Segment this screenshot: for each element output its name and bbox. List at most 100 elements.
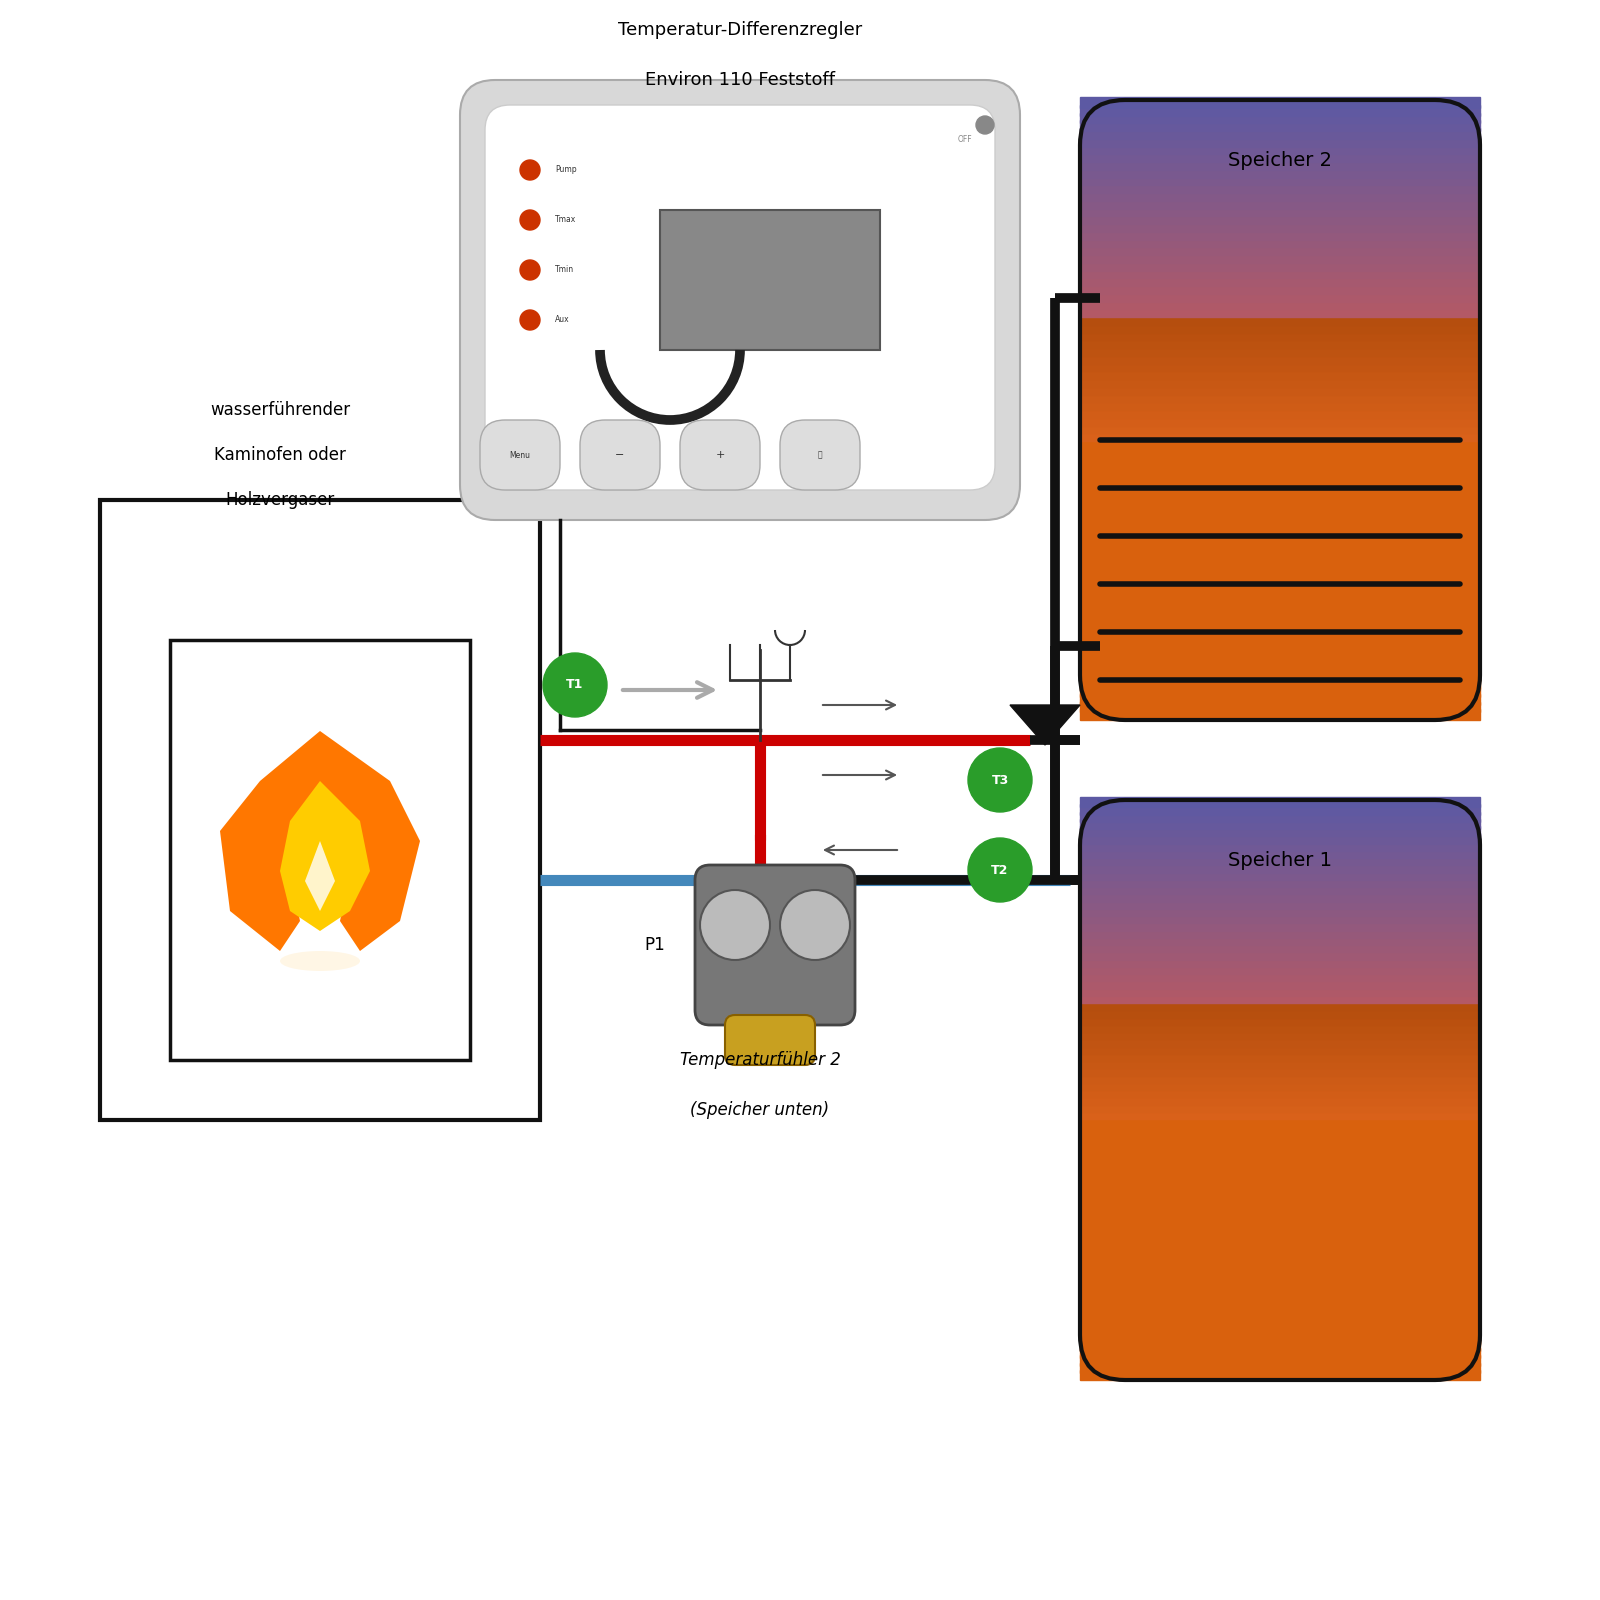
Bar [1080,213,1480,224]
Bar [1080,662,1480,674]
Bar [1080,1261,1480,1272]
Bar [1080,1058,1480,1069]
Bar [1080,1318,1480,1330]
Bar [1080,400,1480,410]
Bar [1080,1008,1480,1018]
Bar [1080,1355,1480,1365]
Bar [1080,586,1480,595]
Bar [1080,949,1480,960]
Bar [1080,438,1480,448]
Bar [1080,942,1480,952]
Bar [1080,1347,1480,1358]
Bar [1080,1333,1480,1344]
Bar [1080,600,1480,611]
Text: Menu: Menu [509,451,531,459]
Bar [1080,848,1480,858]
Bar [1080,1080,1480,1090]
Bar [1080,174,1480,186]
Bar [1080,1304,1480,1315]
Bar [1080,461,1480,472]
Circle shape [976,117,994,134]
Bar [1080,854,1480,866]
Bar [1080,883,1480,894]
Bar [1080,259,1480,270]
Bar [1080,283,1480,294]
Bar [1080,678,1480,690]
Bar [1080,1152,1480,1163]
Bar [1080,414,1480,426]
Bar [1080,368,1480,379]
Bar [1080,120,1480,131]
Bar [1080,166,1480,178]
Bar [1080,971,1480,981]
Bar [1080,1210,1480,1221]
Bar [1080,221,1480,232]
Bar [1080,299,1480,309]
Bar [1080,251,1480,262]
Bar [1080,422,1480,434]
Bar [1080,840,1480,851]
Ellipse shape [280,950,360,971]
Bar [1080,493,1480,502]
Bar [1080,190,1480,200]
Bar [1080,570,1480,581]
Text: Holzvergaser: Holzvergaser [226,491,334,509]
Polygon shape [280,781,370,931]
FancyBboxPatch shape [680,419,760,490]
Bar [1080,877,1480,886]
Bar [1080,384,1480,395]
Text: Speicher 2: Speicher 2 [1229,150,1331,170]
Circle shape [520,210,541,230]
FancyBboxPatch shape [485,106,995,490]
Bar [1080,182,1480,194]
Bar [1080,1370,1480,1379]
Bar [1080,98,1480,107]
Bar [1080,1224,1480,1235]
Bar [1080,934,1480,946]
Text: OFF: OFF [958,136,973,144]
Polygon shape [306,842,334,910]
Bar [1080,291,1480,301]
Text: T3: T3 [992,773,1008,787]
Circle shape [520,160,541,179]
Bar [170,640,470,1059]
Bar [1080,1283,1480,1293]
Bar [1080,986,1480,995]
Bar [1080,1051,1480,1061]
Bar [1080,694,1480,704]
Bar [1080,338,1480,349]
Bar [1080,1240,1480,1250]
Bar [1080,1181,1480,1192]
Bar [1080,869,1480,880]
Bar [1080,928,1480,938]
Bar [1080,1138,1480,1149]
Bar [1080,1166,1480,1178]
Bar [1080,469,1480,480]
Circle shape [542,653,606,717]
Bar [1080,1203,1480,1213]
Bar [1080,670,1480,682]
Bar [1080,1101,1480,1112]
Bar [1080,957,1480,966]
Bar [1080,654,1480,666]
Text: Speicher 1: Speicher 1 [1229,851,1331,869]
Bar [661,210,880,350]
Bar [1080,1037,1480,1046]
Bar [1080,648,1480,658]
Bar [1080,515,1480,526]
Bar [1080,392,1480,402]
Bar [1080,306,1480,317]
Bar [1080,862,1480,872]
Bar [1080,1232,1480,1242]
Bar [1080,1086,1480,1098]
Bar [1080,229,1480,240]
Bar [1080,554,1480,565]
Bar [1080,430,1480,442]
Bar [1080,128,1480,139]
Bar [1080,834,1480,843]
Text: (Speicher unten): (Speicher unten) [691,1101,829,1118]
Bar [1080,485,1480,496]
Bar [1080,152,1480,162]
Bar [1080,267,1480,278]
Bar [1080,507,1480,518]
